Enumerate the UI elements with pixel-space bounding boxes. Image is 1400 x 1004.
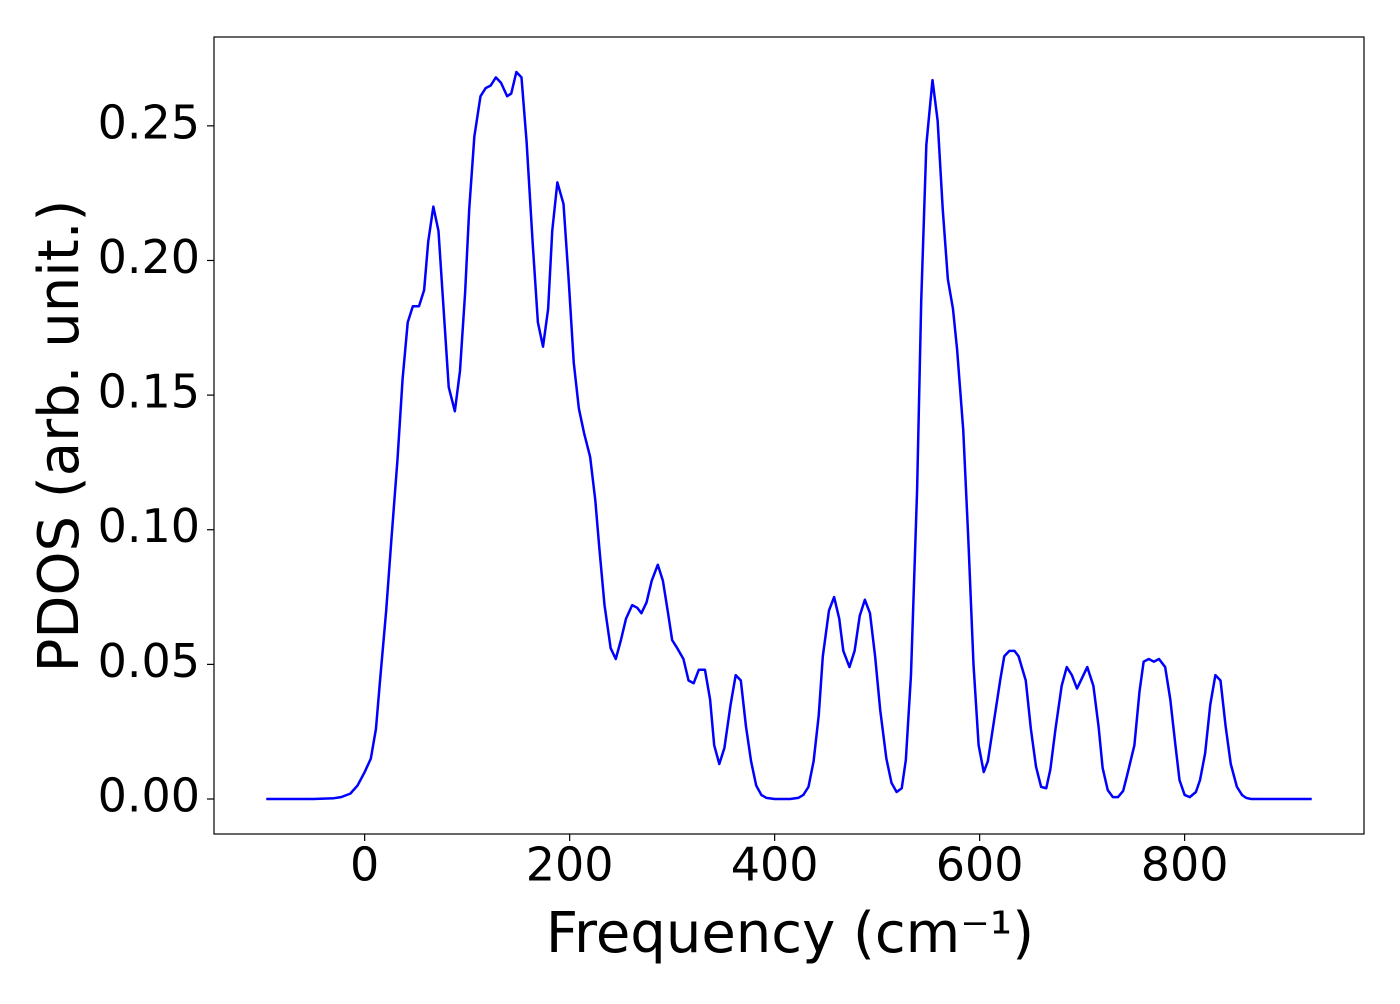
y-tick-label: 0.05: [98, 634, 200, 688]
y-tick-label: 0.00: [98, 768, 200, 822]
x-axis-label: Frequency (cm⁻¹): [546, 901, 1034, 966]
y-axis-label: PDOS (arb. unit.): [27, 200, 92, 673]
x-tick-label: 400: [731, 838, 819, 892]
data-line: [266, 70, 1312, 801]
plot-frame: [213, 36, 1365, 835]
y-tick-label: 0.10: [98, 499, 200, 553]
x-tick-label: 600: [936, 838, 1024, 892]
x-tick-label: 0: [350, 838, 379, 892]
x-tick-label: 800: [1141, 838, 1229, 892]
y-tick-label: 0.15: [98, 365, 200, 419]
y-tick-label: 0.20: [98, 230, 200, 284]
x-tick-label: 200: [526, 838, 614, 892]
y-tick-label: 0.25: [98, 95, 200, 149]
